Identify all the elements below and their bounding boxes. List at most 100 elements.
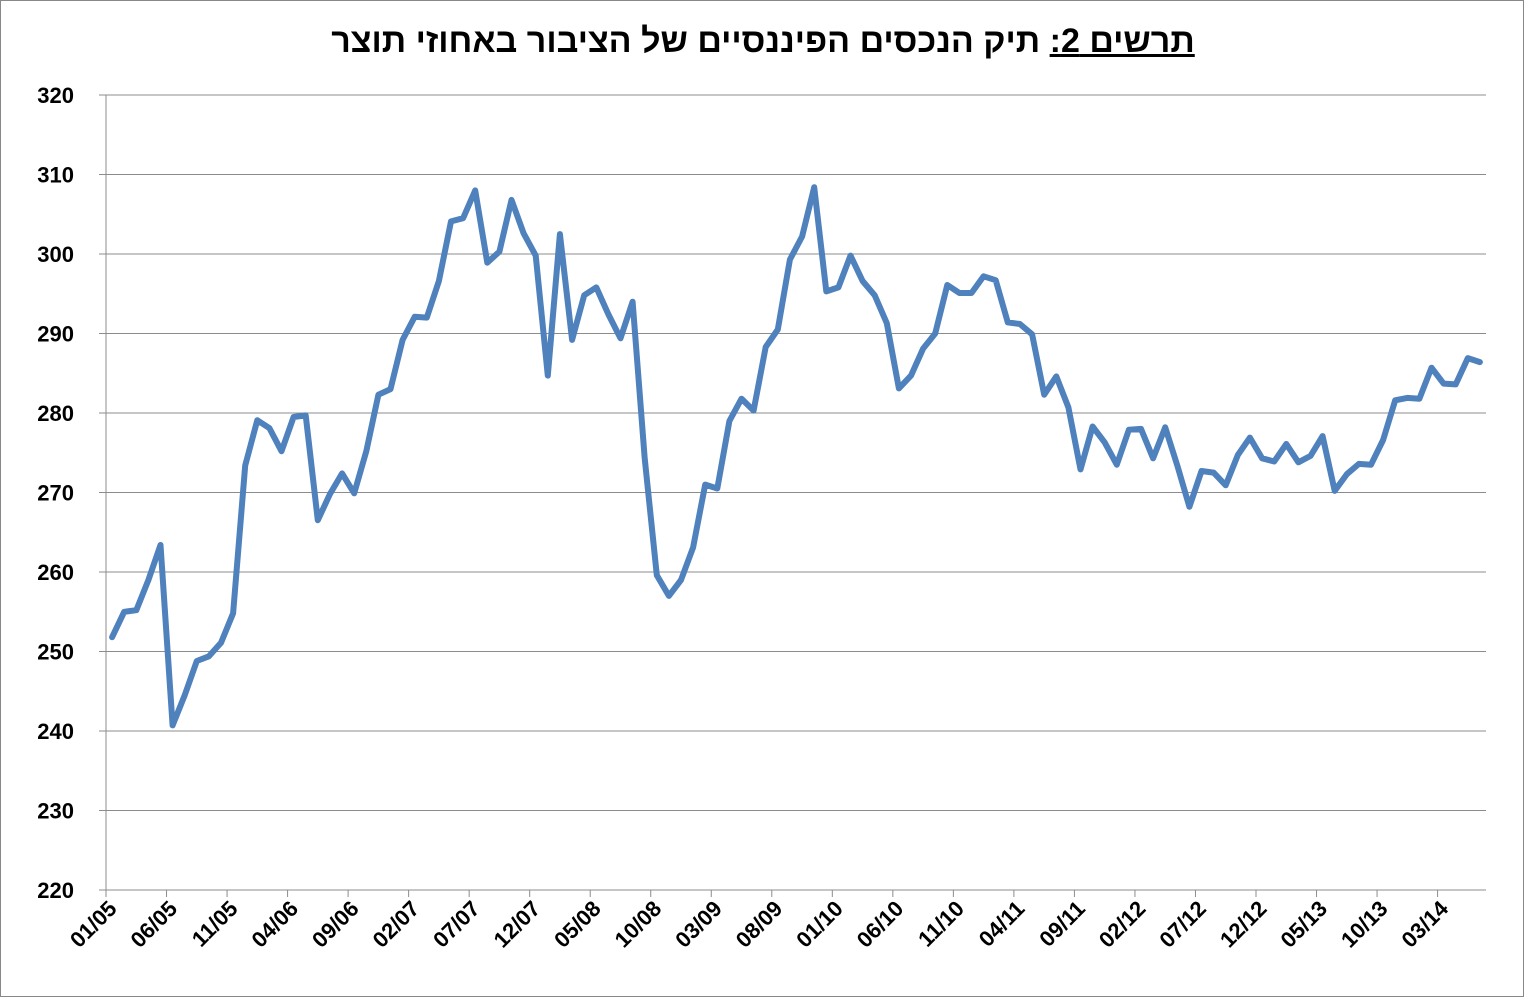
data-point <box>194 658 200 664</box>
x-tick-label: 04/06 <box>247 896 304 953</box>
data-point <box>266 425 272 431</box>
data-point <box>1247 435 1253 441</box>
y-axis: 220 230 240 250 260 270 280 290 300 310 320 <box>37 83 107 903</box>
x-tick-label: 02/12 <box>1094 896 1151 953</box>
y-tick-label: 230 <box>37 799 74 824</box>
x-tick-label: 03/14 <box>1397 895 1454 952</box>
y-tick-label: 280 <box>37 401 74 426</box>
data-point <box>726 418 732 424</box>
x-tick-label: 10/08 <box>610 896 667 953</box>
data-point <box>1223 482 1229 488</box>
y-tick-label: 270 <box>37 481 74 506</box>
data-point <box>182 692 188 698</box>
data-point <box>339 470 345 476</box>
x-tick-label: 10/13 <box>1336 896 1393 953</box>
data-point <box>1005 319 1011 325</box>
data-point <box>1174 462 1180 468</box>
data-point <box>509 197 515 203</box>
data-point <box>1065 404 1071 410</box>
data-point <box>1090 424 1096 430</box>
data-point <box>1404 395 1410 401</box>
data-point <box>145 577 151 583</box>
data-point <box>1211 470 1217 476</box>
data-point <box>412 314 418 320</box>
data-point <box>121 609 127 615</box>
data-point <box>157 542 163 548</box>
data-point <box>835 284 841 290</box>
chart-title: תרשים 2: תיק הנכסים הפיננסיים של הציבור … <box>0 22 1526 61</box>
data-point <box>557 231 563 237</box>
data-point <box>291 414 297 420</box>
x-tick-label: 11/05 <box>187 896 243 952</box>
data-point <box>690 544 696 550</box>
data-point <box>1053 373 1059 379</box>
data-point <box>521 230 527 236</box>
data-point <box>872 292 878 298</box>
data-point <box>533 253 539 259</box>
data-point <box>254 417 260 423</box>
data-point <box>811 184 817 190</box>
data-point <box>279 448 285 454</box>
chart-title-main: תיק הנכסים הפיננסיים של הציבור באחוזי תו… <box>331 22 1041 60</box>
data-point <box>702 482 708 488</box>
data-point <box>666 593 672 599</box>
data-point <box>969 290 975 296</box>
x-tick-label: 07/12 <box>1154 896 1211 953</box>
data-point <box>170 722 176 728</box>
data-point <box>1235 452 1241 458</box>
data-point <box>1441 381 1447 387</box>
x-tick-label: 07/07 <box>428 896 485 953</box>
y-tick-label: 260 <box>37 560 74 585</box>
data-point <box>230 610 236 616</box>
data-point <box>496 249 502 255</box>
x-tick-label: 03/09 <box>670 896 727 953</box>
data-point <box>472 187 478 193</box>
data-point <box>1295 459 1301 465</box>
data-point <box>884 320 890 326</box>
data-point <box>1114 462 1120 468</box>
x-tick-label: 01/10 <box>791 896 848 953</box>
data-point <box>1429 365 1435 371</box>
data-point <box>1029 331 1035 337</box>
x-tick-label: 05/13 <box>1275 896 1332 953</box>
data-point <box>424 315 430 321</box>
data-point <box>763 344 769 350</box>
y-tick-label: 310 <box>37 163 74 188</box>
x-tick-label: 01/05 <box>65 896 122 953</box>
data-point <box>920 346 926 352</box>
data-point <box>218 640 224 646</box>
x-axis: 01/05 06/05 11/05 04/06 09/06 02/07 07/07 12/07… <box>65 889 1486 953</box>
data-point <box>751 408 757 414</box>
data-point <box>363 448 369 454</box>
data-point <box>1283 441 1289 447</box>
y-tick-label: 290 <box>37 322 74 347</box>
x-tick-label: 05/08 <box>549 896 606 953</box>
data-point <box>860 278 866 284</box>
data-point <box>787 257 793 263</box>
x-tick-label: 09/11 <box>1034 896 1090 952</box>
data-point <box>133 607 139 613</box>
data-point <box>460 215 466 221</box>
data-point <box>944 282 950 288</box>
data-point <box>1259 455 1265 461</box>
data-point <box>993 277 999 283</box>
x-tick-label: 12/07 <box>489 896 546 953</box>
data-point <box>436 278 442 284</box>
x-tick-label: 06/10 <box>852 896 909 953</box>
data-point <box>315 517 321 523</box>
plot-area <box>109 184 1483 729</box>
y-tick-label: 320 <box>37 83 74 108</box>
data-point <box>981 273 987 279</box>
data-point <box>1465 355 1471 361</box>
data-point <box>1150 455 1156 461</box>
data-point <box>1041 392 1047 398</box>
x-tick-label: 08/09 <box>731 896 788 953</box>
data-point <box>1477 359 1483 365</box>
y-tick-label: 220 <box>37 878 74 903</box>
data-point <box>1162 424 1168 430</box>
data-point <box>327 491 333 497</box>
data-point <box>932 331 938 337</box>
data-point <box>545 373 551 379</box>
